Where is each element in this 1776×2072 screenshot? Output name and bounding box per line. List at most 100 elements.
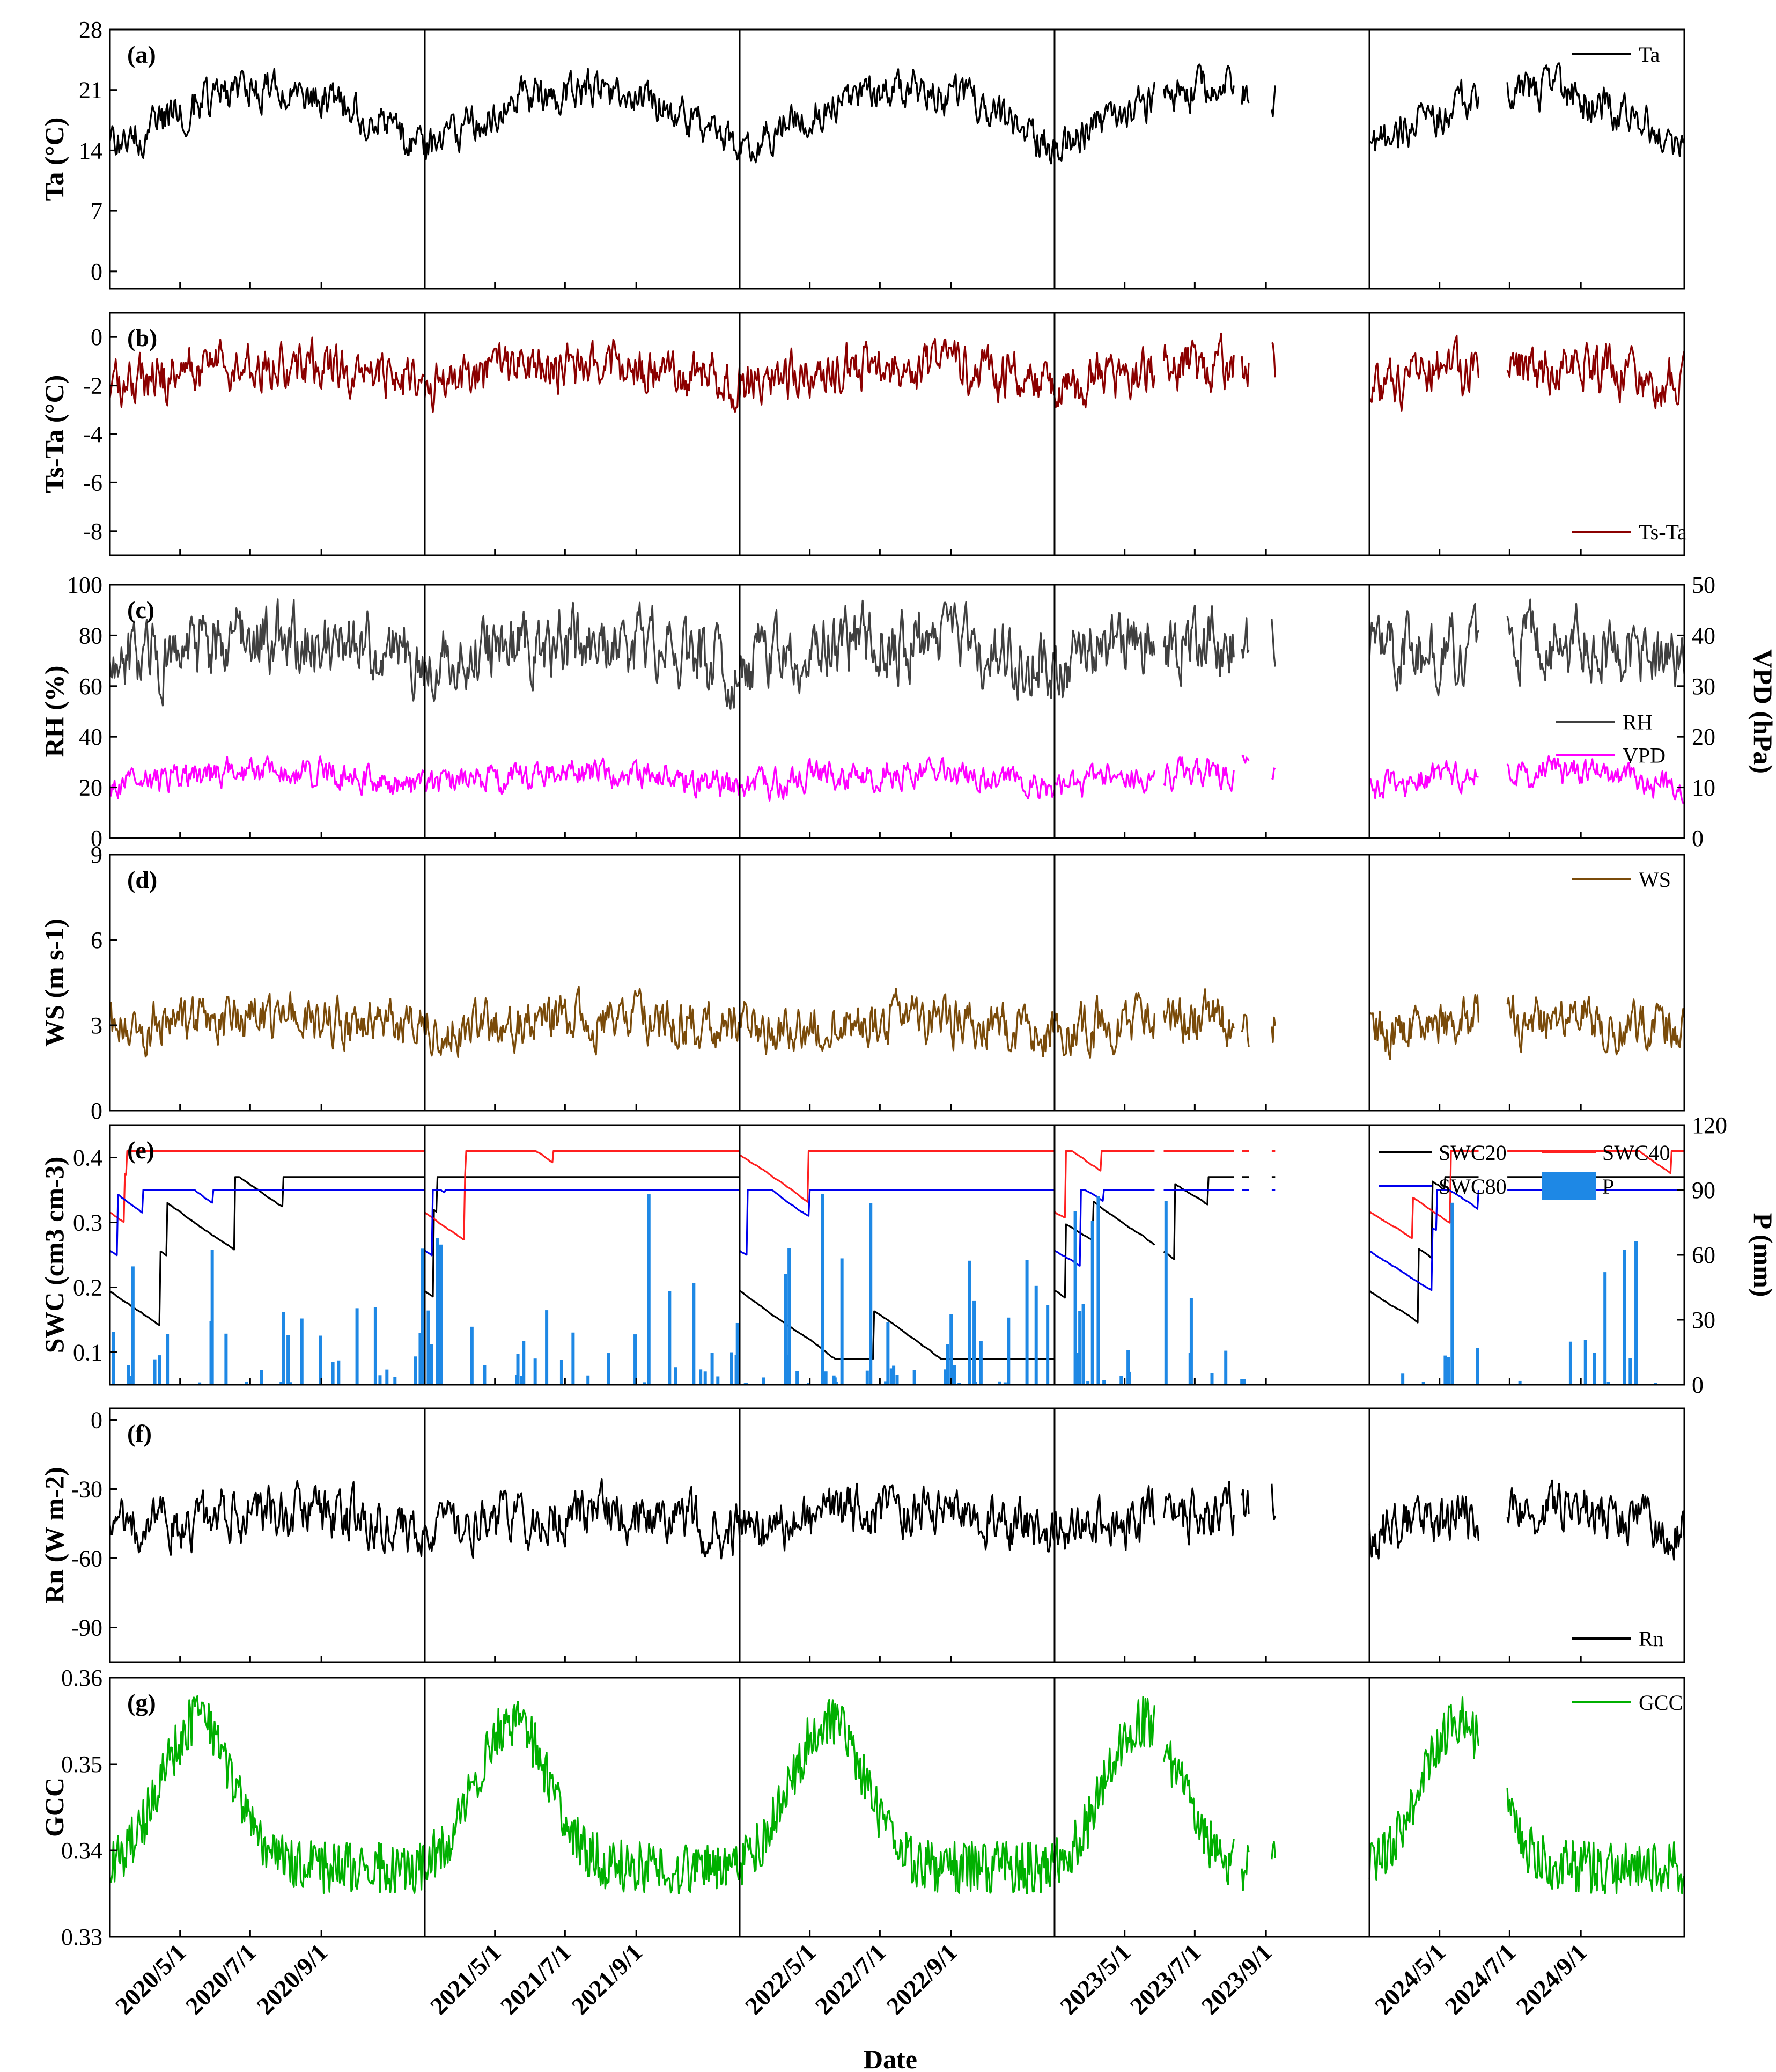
precip-bar xyxy=(158,1355,161,1385)
y-tick-label: -2 xyxy=(83,373,102,399)
series-RH-2021 xyxy=(424,601,741,710)
panel-a-frame xyxy=(109,28,1685,290)
y-right-tick-label: 0 xyxy=(1692,825,1704,851)
precip-bar xyxy=(393,1377,397,1385)
y-right-tick-label: 30 xyxy=(1692,1307,1715,1333)
panel-label: (f) xyxy=(127,1420,152,1447)
precip-bar xyxy=(895,1375,899,1385)
y-tick-label: 0 xyxy=(91,259,102,285)
precip-bar xyxy=(821,1193,824,1385)
legend-label: SWC40 xyxy=(1602,1141,1670,1165)
precip-bar xyxy=(131,1266,135,1385)
precip-bar xyxy=(1603,1272,1607,1385)
series-GCC-2024 xyxy=(1368,1696,1684,1894)
precip-bar xyxy=(1086,1381,1090,1385)
y-tick-label: 7 xyxy=(91,198,102,224)
legend-label: Ts-Ta xyxy=(1639,520,1687,544)
precip-bar xyxy=(869,1203,873,1385)
precip-bar xyxy=(1476,1348,1479,1385)
precip-bar xyxy=(1450,1202,1454,1385)
series-SWC80-2023 xyxy=(1054,1189,1276,1267)
precip-bar xyxy=(1007,1317,1011,1385)
series-Ta-2023 xyxy=(1053,63,1276,162)
precip-bar xyxy=(519,1376,523,1385)
precip-bar xyxy=(1090,1221,1094,1385)
panel-d-frame xyxy=(109,854,1685,1112)
precip-bar xyxy=(1568,1341,1572,1385)
precip-bar xyxy=(224,1333,228,1385)
panel-g: 0.33 0.34 0.35 0.36 (g) GCC GCC xyxy=(39,1665,1685,1950)
y-tick-label: -30 xyxy=(71,1476,102,1503)
series-Ta-2024 xyxy=(1368,62,1684,157)
precip-bar xyxy=(886,1322,890,1385)
precip-bar xyxy=(834,1382,838,1385)
y-axis-title: Ta (°C) xyxy=(39,117,69,201)
y-right-tick-label: 20 xyxy=(1692,724,1715,750)
series-WS-2022 xyxy=(739,988,1056,1057)
series-SWC80-2022 xyxy=(739,1189,1055,1256)
precip-bar xyxy=(1224,1350,1228,1385)
precip-bar xyxy=(1443,1355,1447,1385)
precip-bar xyxy=(1518,1380,1522,1385)
y-tick-label: 14 xyxy=(79,137,102,164)
precip-bar xyxy=(355,1308,359,1385)
legend-label: GCC xyxy=(1639,1691,1683,1715)
precip-bar xyxy=(586,1375,590,1385)
y-tick-label: 0.36 xyxy=(61,1665,102,1691)
precip-bar xyxy=(282,1312,285,1385)
panel-g-frame xyxy=(109,1677,1685,1938)
precip-bar xyxy=(1606,1382,1610,1385)
y-tick-label: -60 xyxy=(71,1546,102,1572)
precip-bar xyxy=(607,1353,610,1385)
panel-a-data xyxy=(110,62,1684,165)
precip-bar xyxy=(112,1332,115,1385)
precip-bar xyxy=(1102,1380,1106,1385)
precip-bar xyxy=(470,1326,474,1385)
series-WS-2023 xyxy=(1053,988,1276,1059)
y-tick-label: 0 xyxy=(91,1098,102,1124)
series-Ta-2022 xyxy=(739,68,1056,165)
precip-bar xyxy=(946,1344,949,1385)
precip-bar xyxy=(716,1376,720,1385)
y-right-axis-title: P (mm) xyxy=(1748,1213,1776,1297)
series-GCC-2023 xyxy=(1053,1696,1276,1891)
panel-c-data xyxy=(110,598,1684,804)
series-Rn-2021 xyxy=(424,1478,741,1560)
panel-b-data xyxy=(110,332,1684,413)
y-tick-label: 3 xyxy=(91,1012,102,1039)
series-WS-2024 xyxy=(1368,994,1684,1060)
series-SWC40-2021 xyxy=(424,1150,740,1240)
y-tick-label: 0 xyxy=(91,324,102,350)
panel-c-frame xyxy=(109,584,1685,839)
precip-bar xyxy=(153,1359,157,1385)
precip-bar xyxy=(1034,1285,1038,1385)
precip-bar xyxy=(889,1368,893,1385)
precip-bar xyxy=(516,1354,520,1385)
y-tick-label: 0.4 xyxy=(73,1145,102,1171)
y-tick-label: -4 xyxy=(83,421,102,447)
series-TsTa-2024 xyxy=(1368,334,1684,412)
precip-bar xyxy=(1189,1298,1193,1385)
series-SWC40-2023 xyxy=(1053,1150,1276,1218)
precip-bar xyxy=(373,1307,377,1385)
precip-bar xyxy=(300,1318,304,1385)
precip-bar xyxy=(998,1381,1001,1385)
precip-bar xyxy=(884,1381,888,1385)
series-WS-2020 xyxy=(110,991,426,1058)
y-tick-label: 0 xyxy=(91,1407,102,1434)
series-SWC40-2020 xyxy=(110,1150,425,1223)
series-VPD-2021 xyxy=(424,757,741,799)
series-TsTa-2020 xyxy=(110,336,426,408)
y-tick-label: 100 xyxy=(67,572,102,598)
precip-bar xyxy=(912,1370,916,1385)
y-tick-label: 21 xyxy=(79,77,102,104)
y-tick-label: 20 xyxy=(79,775,102,801)
precip-bar xyxy=(674,1367,677,1385)
precip-bar xyxy=(385,1369,389,1385)
series-WS-2021 xyxy=(424,986,741,1058)
y-tick-label: 0.3 xyxy=(73,1210,102,1236)
precip-bar xyxy=(974,1382,977,1385)
precip-bar xyxy=(421,1248,424,1385)
precip-bar xyxy=(1583,1340,1587,1385)
y-tick-label: 0.34 xyxy=(61,1838,102,1864)
